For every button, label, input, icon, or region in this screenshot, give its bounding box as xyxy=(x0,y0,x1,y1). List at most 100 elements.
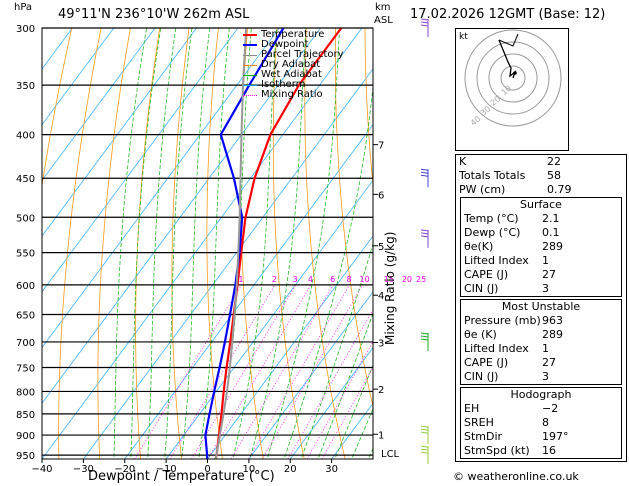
pressure-tick-label: 350 xyxy=(16,81,35,92)
isotherm-line xyxy=(42,28,239,293)
km-tick-label: 1 xyxy=(378,430,384,441)
legend-label: Dry Adiabat xyxy=(261,59,321,70)
index-label: Dewp (°C) xyxy=(464,226,521,239)
mixing-ratio-label: 25 xyxy=(416,275,426,284)
km-tick-label: 7 xyxy=(378,141,384,152)
hodograph-storm-marker xyxy=(498,33,519,47)
index-row: StmDir 197° xyxy=(461,430,621,444)
mixing-ratio-line xyxy=(230,284,334,459)
legend-swatch xyxy=(243,54,257,56)
legend-swatch xyxy=(243,34,257,36)
mixing-ratio-line xyxy=(306,340,373,459)
x-tick-label: 0 xyxy=(204,464,210,475)
index-value: 963 xyxy=(542,314,563,327)
hodograph-ring-30 xyxy=(476,41,550,115)
index-row: SREH 8 xyxy=(461,416,621,430)
mixing-ratio-line xyxy=(248,284,350,459)
index-row: CIN (J) 3 xyxy=(461,282,621,296)
pressure-tick-label: 400 xyxy=(16,131,35,142)
hodograph-ring-40 xyxy=(464,29,562,127)
wet-adiabat-line xyxy=(317,312,373,459)
index-label: θe(K) xyxy=(464,240,494,253)
pressure-tick-label: 950 xyxy=(16,451,35,462)
legend-label: Isotherm xyxy=(261,79,306,90)
wet-adiabat-line xyxy=(130,28,162,459)
dry-adiabat-line xyxy=(206,28,223,459)
mixing-ratio-label: 4 xyxy=(308,275,313,284)
legend-label: Dewpoint xyxy=(261,39,309,50)
indices-table: K 22 Totals Totals 58 PW (cm) 0.79 Surface Te… xyxy=(455,154,627,462)
lcl-label: LCL xyxy=(381,449,400,460)
index-label: CIN (J) xyxy=(464,370,499,383)
surface-title: Surface xyxy=(520,198,562,211)
wet-adiabat-line xyxy=(351,407,373,459)
hodograph-ring-10 xyxy=(500,65,526,91)
isotherm-line xyxy=(124,123,373,459)
mixing-ratio-line xyxy=(261,284,363,459)
index-row: Pressure (mb) 963 xyxy=(461,314,621,328)
index-value: 8 xyxy=(542,416,549,429)
index-label: Pressure (mb) xyxy=(464,314,541,327)
isotherm-line xyxy=(42,28,280,349)
isotherm-line xyxy=(42,28,321,404)
index-row: Lifted Index 1 xyxy=(461,342,621,356)
legend: Temperature Dewpoint Parcel Trajectory Dry … xyxy=(243,30,373,100)
wet-adiabat-line xyxy=(266,28,340,459)
pressure-tick-label: 450 xyxy=(16,174,35,185)
legend-item-wet-adiabat: Wet Adiabat xyxy=(243,70,373,80)
wet-adiabat-line xyxy=(181,28,211,459)
most-unstable-section: Most Unstable Pressure (mb) 963 θe (K) 289 L… xyxy=(460,299,622,385)
wet-adiabat-line xyxy=(198,28,230,459)
series-parcel-trajectory xyxy=(214,28,248,459)
legend-item-dewpoint: Dewpoint xyxy=(243,40,373,50)
index-row: Dewp (°C) 0.1 xyxy=(461,226,621,240)
km-tick-label: 2 xyxy=(378,385,384,396)
mixing-ratio-line xyxy=(191,284,297,459)
wind-barb xyxy=(420,425,429,445)
index-value: 22 xyxy=(547,155,561,168)
legend-label: Parcel Trajectory xyxy=(261,49,344,60)
pressure-tick-label: 900 xyxy=(16,431,35,442)
legend-swatch xyxy=(243,64,257,66)
index-value: 27 xyxy=(542,356,556,369)
pressure-tick-label: 800 xyxy=(16,387,35,398)
asl-unit-label: ASL xyxy=(374,15,393,26)
location-title: 49°11'N 236°10'W 262m ASL xyxy=(58,7,250,22)
pressure-tick-label: 550 xyxy=(16,249,35,260)
index-label: θe (K) xyxy=(464,328,497,341)
x-tick-label: 30 xyxy=(325,464,338,475)
mixing-ratio-label: 1 xyxy=(238,275,243,284)
index-row: θe (K) 289 xyxy=(461,328,621,342)
mixing-ratio-line xyxy=(321,366,373,459)
index-value: 16 xyxy=(542,444,556,457)
pressure-tick-label: 750 xyxy=(16,364,35,375)
km-tick-label: 4 xyxy=(378,291,384,302)
surface-section: Surface Temp (°C) 2.1 Dewp (°C) 0.1 θe(K) 289… xyxy=(460,197,622,297)
hodograph: kt 10 20 30 40 xyxy=(455,28,569,151)
dry-adiabat-line xyxy=(58,28,102,459)
index-value: −2 xyxy=(542,402,559,415)
wet-adiabat-line xyxy=(113,28,147,459)
datetime-title: 17.02.2026 12GMT (Base: 12) xyxy=(410,7,606,22)
wind-barb xyxy=(420,445,429,465)
wet-adiabat-line xyxy=(334,363,373,459)
isotherm-line xyxy=(248,291,373,459)
km-unit-label: km xyxy=(375,2,391,13)
index-row: CAPE (J) 27 xyxy=(461,268,621,282)
legend-item-dry-adiabat: Dry Adiabat xyxy=(243,60,373,70)
index-row: PW (cm) 0.79 xyxy=(456,183,626,197)
wind-barb xyxy=(420,229,429,248)
hodograph-unit-label: kt xyxy=(459,32,468,42)
index-label: StmDir xyxy=(464,430,503,443)
index-row: Lifted Index 1 xyxy=(461,254,621,268)
isotherm-line xyxy=(42,28,363,459)
legend-swatch xyxy=(243,44,257,46)
mixing-ratio-line xyxy=(287,308,373,459)
index-label: SREH xyxy=(464,416,494,429)
dry-adiabat-line xyxy=(364,28,373,189)
km-tick-label: 3 xyxy=(378,338,384,349)
wind-barb xyxy=(420,332,429,351)
dry-adiabat-line xyxy=(304,28,346,459)
mixing-ratio-label: 20 xyxy=(402,275,412,284)
wind-barb xyxy=(420,168,429,188)
